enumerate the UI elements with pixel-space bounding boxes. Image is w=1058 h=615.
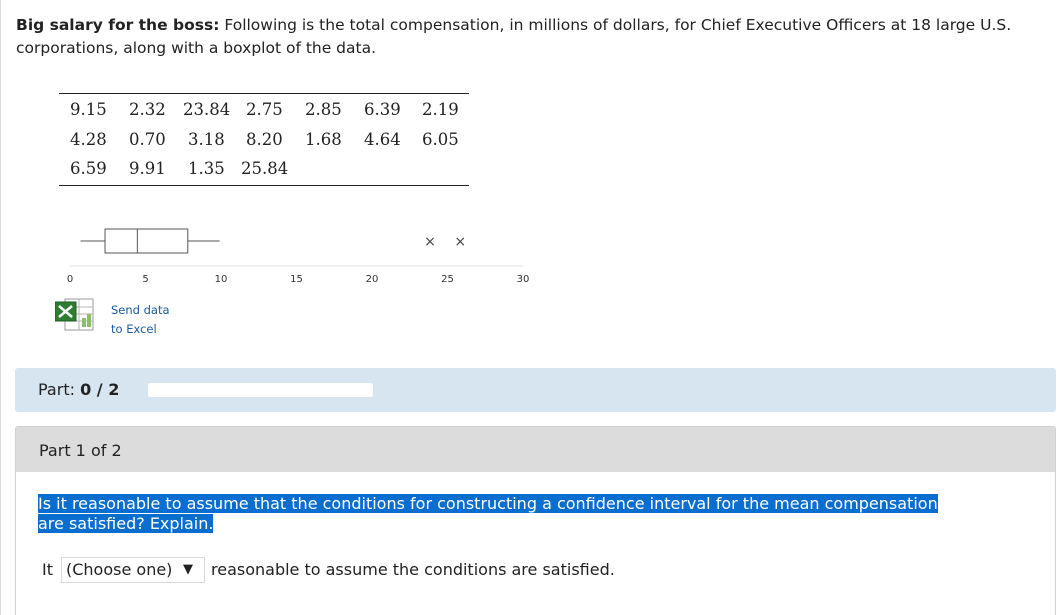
data-cell: 2.85 — [305, 100, 342, 119]
data-cell: 3.18 — [188, 129, 225, 149]
data-cell: 0.70 — [129, 129, 166, 149]
send-to-excel-label: Send data to Excel — [111, 301, 170, 339]
data-cell: 2.75 — [246, 100, 283, 119]
problem-text: Following is the total compensation, in … — [16, 16, 1012, 57]
part-progress-prefix: Part: — [38, 380, 75, 399]
data-row: 9.15 2.32 23.84 2.75 2.85 6.39 2.19 — [59, 96, 469, 126]
tick-label: 0 — [67, 274, 73, 285]
data-cell: 1.35 — [188, 159, 225, 178]
answer-prefix: It — [42, 560, 53, 579]
answer-suffix: reasonable to assume the conditions are … — [211, 560, 615, 579]
part-progress-label: Part: 0 / 2 — [38, 380, 119, 399]
data-cell: 8.20 — [246, 129, 283, 149]
tick-label: 5 — [142, 274, 148, 285]
question-text: Is it reasonable to assume that the cond… — [38, 494, 968, 533]
send-to-excel-button[interactable]: Send data to Excel — [55, 298, 175, 338]
tick-label: 10 — [215, 274, 228, 285]
data-cell: 6.05 — [422, 129, 459, 149]
outlier-marker: × — [454, 234, 466, 250]
data-cell: 6.59 — [70, 159, 107, 178]
data-cell: 4.28 — [70, 129, 107, 149]
part-header: Part 1 of 2 — [16, 427, 1055, 472]
tick-label: 25 — [441, 274, 454, 285]
boxplot-chart: × × 0 5 10 15 20 25 30 — [67, 228, 530, 285]
data-cell: 9.15 — [70, 100, 107, 119]
tick-label: 20 — [366, 274, 379, 285]
dropdown-value: (Choose one) — [66, 560, 173, 579]
problem-title: Big salary for the boss: — [16, 16, 220, 34]
send-to-excel-line2: to Excel — [111, 322, 157, 336]
send-to-excel-line1: Send data — [111, 303, 170, 317]
choose-one-dropdown[interactable]: (Choose one) ▼ — [61, 557, 205, 583]
dropdown-arrow-icon: ▼ — [183, 562, 193, 577]
progress-track — [148, 383, 373, 397]
question-highlight: Is it reasonable to assume that the cond… — [38, 494, 938, 533]
part-progress-value: 0 / 2 — [80, 380, 120, 399]
data-cell: 2.19 — [422, 100, 459, 119]
data-cell: 9.91 — [129, 159, 166, 178]
data-cell: 25.84 — [241, 159, 289, 178]
page-border — [0, 0, 1, 615]
excel-icon — [55, 298, 94, 331]
part-header-label: Part 1 of 2 — [39, 441, 122, 460]
data-row: 6.59 9.91 1.35 25.84 — [59, 155, 469, 185]
data-cell: 6.39 — [364, 100, 401, 119]
part-progress-bar: Part: 0 / 2 — [15, 368, 1056, 412]
tick-label: 15 — [290, 274, 303, 285]
data-cell: 4.64 — [364, 129, 401, 149]
data-table: 9.15 2.32 23.84 2.75 2.85 6.39 2.19 4.28… — [59, 93, 469, 186]
data-cell: 1.68 — [305, 129, 342, 149]
data-row: 4.28 0.70 3.18 8.20 1.68 4.64 6.05 — [59, 126, 469, 156]
box-iqr — [104, 228, 189, 254]
outlier-marker: × — [424, 234, 436, 250]
data-cell: 2.32 — [129, 100, 166, 119]
data-cell: 23.84 — [183, 100, 231, 119]
tick-label: 30 — [517, 274, 530, 285]
problem-statement: Big salary for the boss: Following is th… — [16, 14, 1046, 60]
